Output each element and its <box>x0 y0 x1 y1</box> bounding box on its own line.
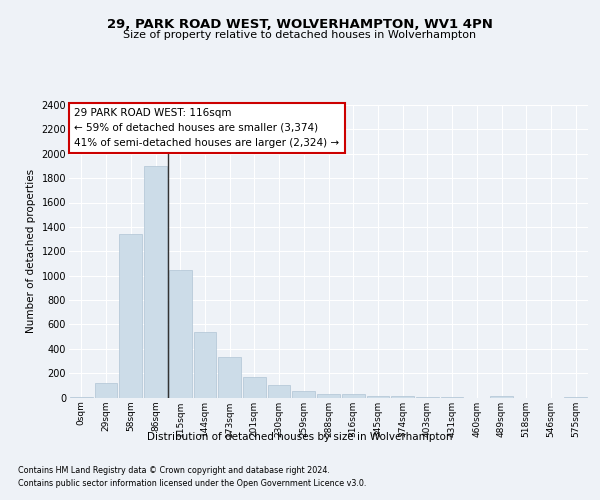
Bar <box>194 332 216 398</box>
Bar <box>144 166 167 398</box>
Bar <box>268 384 290 398</box>
Text: 29, PARK ROAD WEST, WOLVERHAMPTON, WV1 4PN: 29, PARK ROAD WEST, WOLVERHAMPTON, WV1 4… <box>107 18 493 30</box>
Text: Contains HM Land Registry data © Crown copyright and database right 2024.: Contains HM Land Registry data © Crown c… <box>18 466 330 475</box>
Bar <box>391 396 414 398</box>
Bar <box>218 356 241 398</box>
Bar <box>342 394 365 398</box>
Bar <box>367 396 389 398</box>
Bar <box>292 391 315 398</box>
Bar <box>70 397 93 398</box>
Text: 29 PARK ROAD WEST: 116sqm
← 59% of detached houses are smaller (3,374)
41% of se: 29 PARK ROAD WEST: 116sqm ← 59% of detac… <box>74 108 340 148</box>
Bar <box>441 397 463 398</box>
Bar <box>490 396 513 398</box>
Text: Distribution of detached houses by size in Wolverhampton: Distribution of detached houses by size … <box>147 432 453 442</box>
Y-axis label: Number of detached properties: Number of detached properties <box>26 169 36 334</box>
Text: Size of property relative to detached houses in Wolverhampton: Size of property relative to detached ho… <box>124 30 476 40</box>
Bar <box>564 397 587 398</box>
Bar <box>243 377 266 398</box>
Bar <box>119 234 142 398</box>
Bar <box>169 270 191 398</box>
Text: Contains public sector information licensed under the Open Government Licence v3: Contains public sector information licen… <box>18 479 367 488</box>
Bar <box>416 397 439 398</box>
Bar <box>317 394 340 398</box>
Bar <box>95 383 118 398</box>
